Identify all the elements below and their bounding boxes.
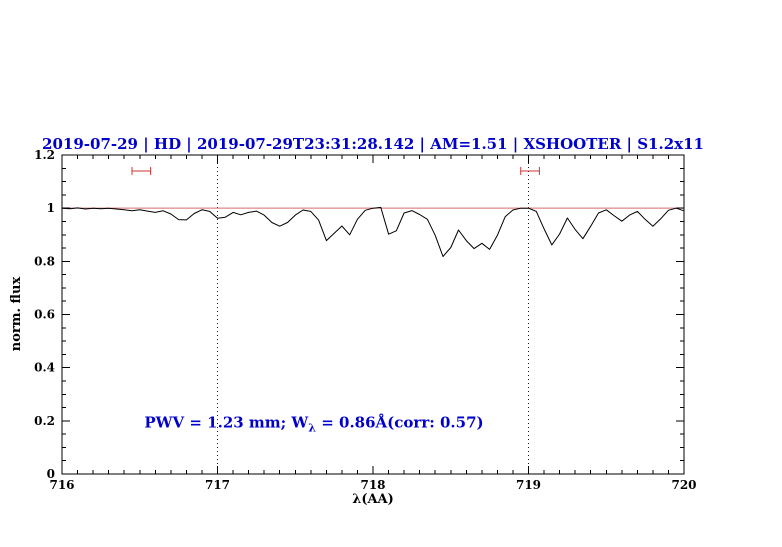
y-tick-label: 0.4: [34, 361, 55, 375]
pwv-annotation-prefix: PWV = 1.23 mm; W: [144, 414, 309, 432]
x-tick-label: 716: [49, 478, 74, 492]
pwv-annotation-lambda-subscript: λ: [308, 422, 316, 435]
y-tick-label: 0: [47, 467, 55, 481]
spectrum-line: [61, 206, 685, 257]
y-tick-label: 0.8: [34, 254, 55, 268]
x-tick-label: 719: [516, 478, 541, 492]
x-tick-label: 717: [205, 478, 230, 492]
x-axis-title: λ(AA): [352, 492, 394, 507]
bandpass-markers: [131, 166, 540, 175]
pwv-annotation-suffix: = 0.86Å(corr: 0.57): [316, 414, 484, 432]
axes: 716 717 718 719 720 0 0.2 0.4 0.6 0.8 1 1.2: [34, 148, 696, 492]
x-tick-label: 720: [671, 478, 696, 492]
x-tick-label: 718: [360, 478, 385, 492]
y-tick-label: 1: [47, 201, 55, 215]
pwv-annotation: PWV = 1.23 mm; Wλ = 0.86Å(corr: 0.57): [144, 414, 483, 435]
y-axis-title: norm. flux: [9, 277, 24, 352]
y-tick-label: 0.6: [34, 308, 55, 322]
plot-title: 2019-07-29 | HD | 2019-07-29T23:31:28.14…: [42, 135, 704, 153]
y-tick-label: 1.2: [34, 148, 55, 162]
y-tick-label: 0.2: [34, 414, 55, 428]
